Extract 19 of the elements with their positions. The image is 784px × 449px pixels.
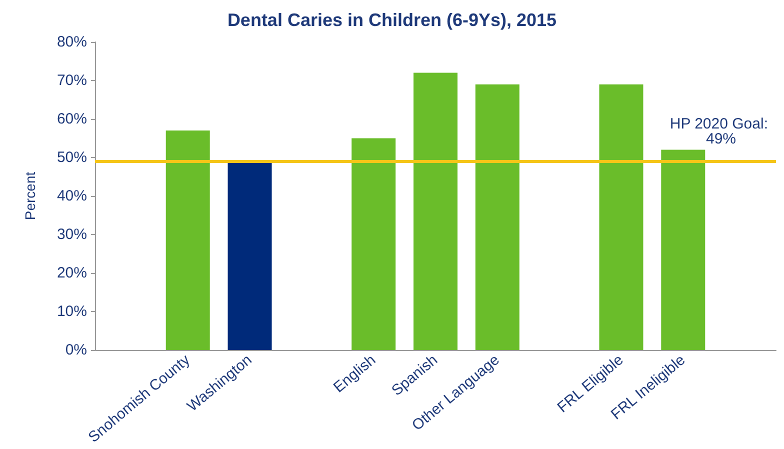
chart-title: Dental Caries in Children (6-9Ys), 2015 [227, 10, 557, 30]
y-tick-label: 80% [56, 34, 87, 50]
bar [166, 130, 210, 350]
y-axis-title: Percent [22, 172, 38, 220]
y-tick-label: 30% [56, 226, 87, 243]
y-tick-label: 10% [56, 303, 87, 320]
bar [599, 84, 644, 350]
bar [475, 84, 520, 350]
y-tick-label: 60% [56, 110, 87, 128]
bar [661, 150, 706, 350]
bar [414, 72, 458, 350]
ref-line-label: HP 2020 Goal: 49% [670, 115, 772, 148]
bar [228, 161, 272, 350]
bar [352, 138, 396, 350]
y-tick-label: 50% [56, 149, 87, 166]
y-tick-label: 20% [56, 264, 87, 282]
y-tick-label: 40% [56, 188, 87, 204]
y-tick-label: 0% [65, 342, 87, 358]
y-tick-label: 70% [56, 72, 87, 89]
